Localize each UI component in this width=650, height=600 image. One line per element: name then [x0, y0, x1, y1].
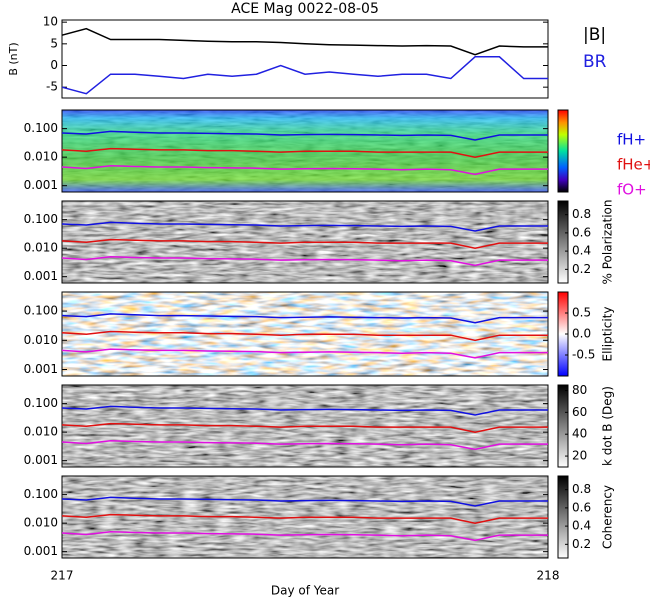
legend-label: fHe+ [617, 156, 650, 174]
y-tick-label: 10 [43, 15, 58, 29]
colorbar [557, 475, 569, 559]
series-line [61, 147, 548, 158]
colorbar [557, 200, 569, 284]
chart-title: ACE Mag 0022-08-05 [231, 1, 379, 17]
y-tick-label: 0.010 [24, 150, 58, 164]
plot-frame [61, 109, 549, 193]
series-line [61, 439, 548, 451]
y-tick-label: 0.100 [24, 212, 58, 226]
colorbar [557, 384, 569, 468]
series-line [61, 422, 548, 433]
colorbar-tick-label: 0.6 [572, 225, 591, 239]
y-tick-label: 0.010 [24, 516, 58, 530]
series-line [61, 530, 548, 542]
series-line [61, 513, 548, 524]
legend-label: BR [583, 52, 607, 72]
colorbar-tick-label: 80 [572, 383, 587, 397]
y-tick-label: 0.100 [24, 487, 58, 501]
series-line [61, 496, 548, 507]
y-tick-label: 0 [50, 58, 58, 72]
series-line [61, 164, 548, 176]
y-tick-label: 0.001 [24, 269, 58, 283]
plot-frame [61, 19, 549, 99]
y-tick-label: 0.001 [24, 544, 58, 558]
legend-label: fO+ [617, 181, 647, 199]
y-tick-label: 0.010 [24, 425, 58, 439]
y-tick-label: 5 [50, 36, 58, 50]
x-axis-label: Day of Year [271, 584, 339, 598]
series-line [61, 238, 548, 249]
series-line [61, 130, 548, 141]
series-line [61, 221, 548, 232]
y-tick-label: 0.100 [24, 121, 58, 135]
colorbar-tick-label: 0.8 [572, 207, 591, 221]
x-tick-label: 218 [537, 569, 560, 583]
colorbar-tick-label: 60 [572, 405, 587, 419]
colorbar-label: % Polarization [601, 200, 615, 285]
plot-frame [61, 291, 549, 377]
series-line [61, 313, 548, 324]
colorbar-tick-label: 0.8 [572, 482, 591, 496]
colorbar-label: k dot B (Deg) [601, 386, 615, 466]
colorbar-tick-label: 0.4 [572, 519, 591, 533]
y-tick-label: 0.010 [24, 333, 58, 347]
series-line [61, 27, 548, 56]
y-tick-label: 0.100 [24, 396, 58, 410]
x-tick-label: 217 [51, 569, 74, 583]
colorbar-tick-label: 0.0 [572, 327, 591, 341]
colorbar-tick-label: -0.5 [572, 348, 595, 362]
plot-frame [61, 384, 549, 468]
colorbar-label: Ellipticity [601, 307, 615, 362]
legend-label: fH+ [617, 131, 646, 149]
colorbar-tick-label: 0.6 [572, 500, 591, 514]
series-line [61, 405, 548, 416]
plot-frame [61, 475, 549, 559]
y-tick-label: -5 [46, 80, 58, 94]
y-tick-label: 0.010 [24, 241, 58, 255]
y-tick-label: 0.100 [24, 304, 58, 318]
colorbar [557, 109, 569, 193]
colorbar-tick-label: 20 [572, 449, 587, 463]
legend-label: |B| [583, 25, 606, 45]
series-line [61, 56, 548, 95]
colorbar-tick-label: 0.2 [572, 262, 591, 276]
colorbar-tick-label: 0.4 [572, 244, 591, 258]
y-tick-label: 0.001 [24, 453, 58, 467]
series-line [61, 330, 548, 342]
colorbar-label: Coherency [601, 485, 615, 549]
colorbar-tick-label: 0.5 [572, 306, 591, 320]
colorbar-tick-label: 40 [572, 427, 587, 441]
y-axis-label: B (nT) [7, 42, 20, 75]
colorbar-tick-label: 0.2 [572, 537, 591, 551]
series-line [61, 255, 548, 267]
series-line [61, 348, 548, 359]
plot-frame [61, 200, 549, 284]
y-tick-label: 0.001 [24, 178, 58, 192]
y-tick-label: 0.001 [24, 362, 58, 376]
